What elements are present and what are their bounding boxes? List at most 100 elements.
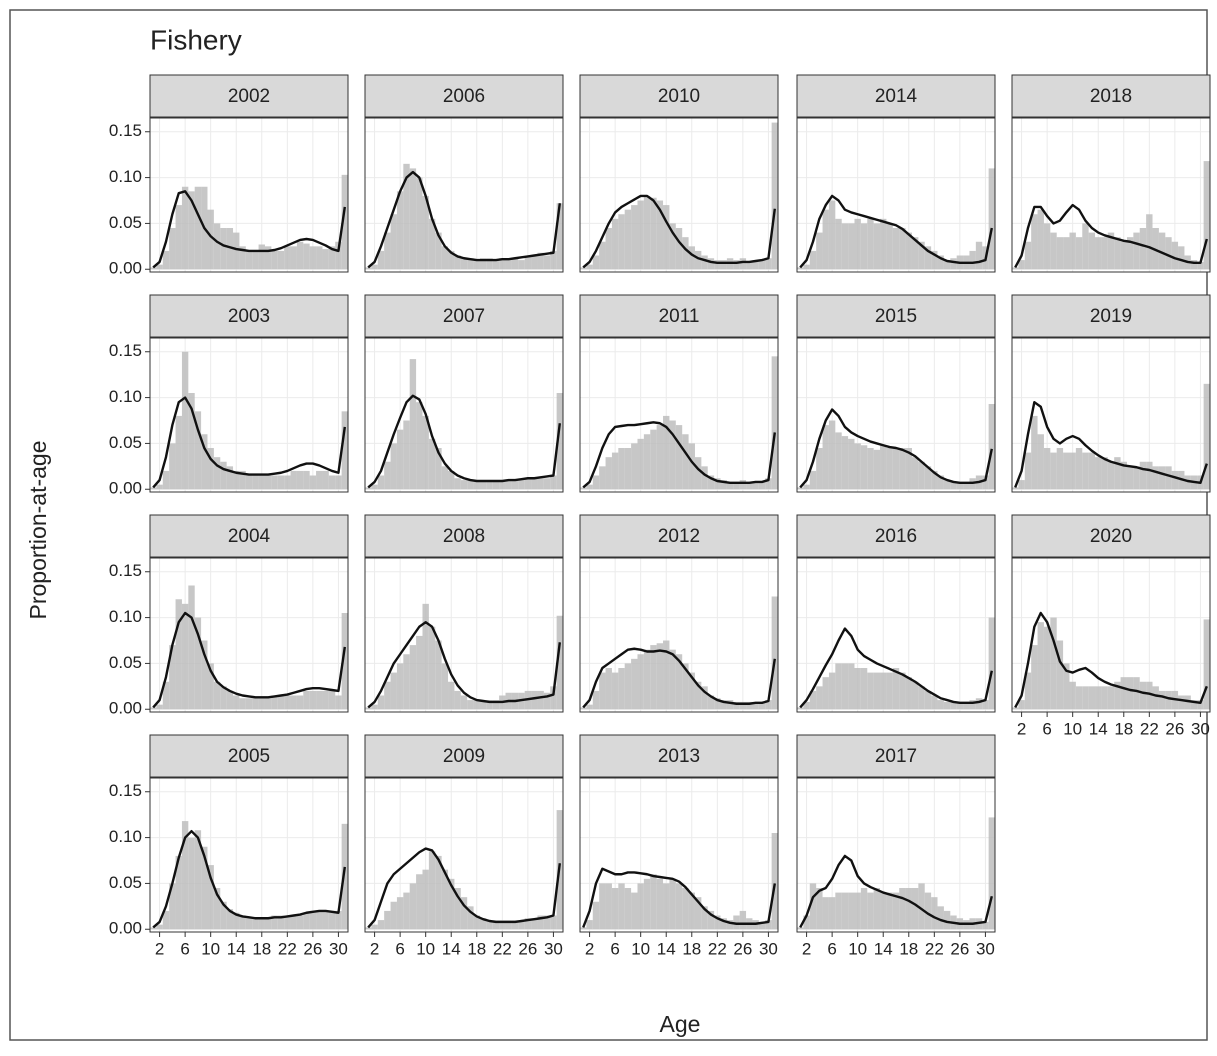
bar — [1203, 383, 1210, 490]
bar — [258, 698, 265, 710]
bar — [556, 615, 563, 710]
strip-label: 2011 — [659, 306, 700, 327]
bar — [592, 690, 600, 710]
bar — [1107, 232, 1115, 270]
bar — [226, 690, 234, 710]
bar — [486, 920, 493, 930]
bar — [1043, 223, 1051, 270]
fit-line — [582, 194, 777, 269]
bar — [201, 846, 208, 930]
bar — [669, 223, 676, 270]
bar — [322, 249, 329, 270]
x-tick-label: 6 — [1042, 719, 1051, 738]
bar — [499, 258, 506, 270]
bar — [860, 668, 868, 710]
bar — [1126, 677, 1134, 710]
bar — [937, 700, 944, 710]
y-tick-label: 0.00 — [109, 259, 142, 278]
bar — [867, 218, 874, 270]
bar — [486, 258, 493, 270]
bar — [284, 475, 291, 490]
bar — [322, 910, 329, 930]
strip-label: 2003 — [228, 306, 270, 327]
bar — [316, 246, 323, 270]
bar — [580, 927, 587, 930]
bar — [714, 260, 721, 270]
bar — [752, 260, 759, 270]
bar — [918, 241, 925, 270]
bar — [365, 487, 372, 490]
bar — [422, 195, 429, 270]
panel-border — [149, 117, 349, 273]
bar — [188, 585, 195, 710]
bar — [499, 480, 506, 490]
bar — [631, 443, 638, 490]
bar — [1056, 448, 1064, 490]
bar — [309, 246, 317, 270]
bar — [1178, 695, 1185, 710]
bar — [409, 883, 417, 930]
bar — [880, 445, 887, 490]
bar — [828, 897, 836, 930]
bar — [454, 888, 461, 930]
bar — [454, 690, 461, 710]
strip-label: 2020 — [1090, 526, 1132, 547]
bar — [624, 209, 632, 270]
strip-label: 2006 — [443, 86, 485, 107]
x-tick-label: 18 — [682, 939, 701, 958]
bar — [239, 246, 246, 270]
chart-title: Fishery — [150, 24, 242, 55]
bar — [428, 218, 436, 270]
bar — [1024, 452, 1032, 490]
bar — [592, 475, 600, 490]
bar — [580, 707, 587, 710]
x-tick-label: 10 — [631, 939, 650, 958]
bar — [1012, 707, 1019, 710]
bar — [758, 921, 766, 930]
bar — [1063, 237, 1070, 270]
bar — [284, 246, 291, 270]
fit-line — [799, 854, 993, 928]
bar — [169, 883, 176, 930]
bar — [150, 707, 157, 710]
fit-line — [799, 408, 993, 489]
x-tick-label: 6 — [395, 939, 404, 958]
bar — [924, 246, 932, 270]
bar — [975, 241, 983, 270]
strip-label: 2005 — [228, 746, 270, 767]
bar — [969, 700, 976, 710]
bar — [746, 481, 753, 490]
bar — [605, 457, 612, 490]
bar — [943, 701, 951, 710]
bar — [377, 475, 385, 490]
bar — [213, 457, 221, 490]
bar — [1031, 415, 1038, 490]
bar — [226, 909, 234, 930]
x-tick-label: 2 — [1017, 719, 1026, 738]
bar — [226, 228, 234, 270]
fit-line — [152, 829, 346, 929]
bar — [682, 663, 689, 710]
bar — [982, 475, 989, 490]
bar — [765, 700, 772, 710]
bar — [1146, 681, 1153, 710]
bar — [701, 906, 708, 930]
bar — [1114, 681, 1121, 710]
bar — [479, 258, 487, 270]
bar — [328, 246, 336, 270]
y-tick-label: 0.10 — [109, 607, 142, 626]
bar — [656, 425, 664, 490]
bar — [675, 654, 683, 710]
strip — [796, 294, 996, 338]
bar — [252, 475, 259, 490]
bar — [341, 411, 348, 490]
bar — [669, 649, 676, 710]
x-tick-label: 26 — [518, 939, 537, 958]
bar — [1139, 228, 1147, 270]
bar — [252, 918, 259, 930]
bar — [688, 672, 695, 710]
bar — [733, 915, 740, 930]
bar — [403, 163, 410, 270]
bar — [309, 690, 317, 710]
bar — [492, 260, 500, 270]
